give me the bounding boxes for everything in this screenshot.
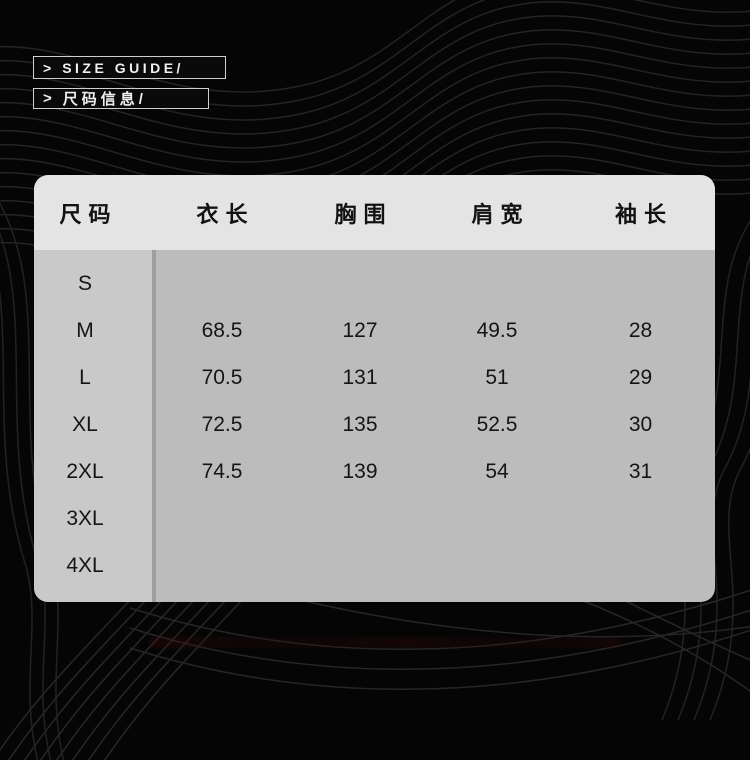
value-cell: 74.5 — [201, 459, 243, 483]
table-row: M 68.5 127 49.5 28 — [34, 307, 715, 354]
header-cell-shoulder: 肩宽 — [471, 201, 530, 227]
size-column-background — [34, 250, 152, 602]
size-cell: L — [79, 365, 91, 389]
faint-watermark — [150, 637, 620, 648]
value-cell: 51 — [485, 365, 509, 389]
table-row: 4XL — [34, 542, 715, 589]
header-cell-sleeve: 袖长 — [614, 201, 673, 227]
size-guide-badge-en: > SIZE GUIDE/ — [33, 56, 226, 79]
chevron-right-icon: > — [43, 59, 52, 76]
table-row: XL 72.5 135 52.5 30 — [34, 401, 715, 448]
size-column-divider — [152, 250, 156, 602]
value-cell: 72.5 — [201, 412, 243, 436]
size-chart-body: S M 68.5 127 49.5 28 L 70.5 131 51 29 XL… — [34, 250, 715, 602]
size-guide-badge-zh: > 尺码信息/ — [33, 88, 209, 109]
size-cell: 4XL — [66, 553, 104, 577]
size-guide-badge-en-label: SIZE GUIDE/ — [62, 59, 184, 76]
chevron-right-icon: > — [43, 90, 52, 107]
value-cell: 139 — [342, 459, 378, 483]
size-cell: 3XL — [66, 506, 104, 530]
size-cell: M — [76, 318, 94, 342]
value-cell: 135 — [342, 412, 378, 436]
size-chart-header-row: 尺码 衣长 胸围 肩宽 袖长 — [34, 175, 715, 250]
value-cell: 131 — [342, 365, 378, 389]
header-cell-chest: 胸围 — [334, 201, 393, 227]
value-cell: 52.5 — [476, 412, 518, 436]
size-cell: 2XL — [66, 459, 104, 483]
table-row: L 70.5 131 51 29 — [34, 354, 715, 401]
value-cell: 29 — [628, 365, 653, 389]
value-cell: 30 — [628, 412, 653, 436]
value-cell: 49.5 — [476, 318, 518, 342]
value-cell: 54 — [485, 459, 509, 483]
table-row: 3XL — [34, 495, 715, 542]
value-cell: 70.5 — [201, 365, 243, 389]
value-cell: 68.5 — [201, 318, 243, 342]
header-cell-length: 衣长 — [196, 201, 255, 227]
value-cell: 127 — [342, 318, 378, 342]
value-cell: 31 — [628, 459, 653, 483]
header-cell-size: 尺码 — [59, 201, 118, 227]
table-row: S — [34, 260, 715, 307]
size-chart-table: 尺码 衣长 胸围 肩宽 袖长 S M 68.5 127 49.5 28 L 70… — [34, 175, 715, 602]
size-guide-badge-zh-label: 尺码信息/ — [62, 91, 147, 108]
table-row: 2XL 74.5 139 54 31 — [34, 448, 715, 495]
size-cell: XL — [72, 412, 98, 436]
value-cell: 28 — [628, 318, 653, 342]
size-cell: S — [77, 271, 92, 295]
